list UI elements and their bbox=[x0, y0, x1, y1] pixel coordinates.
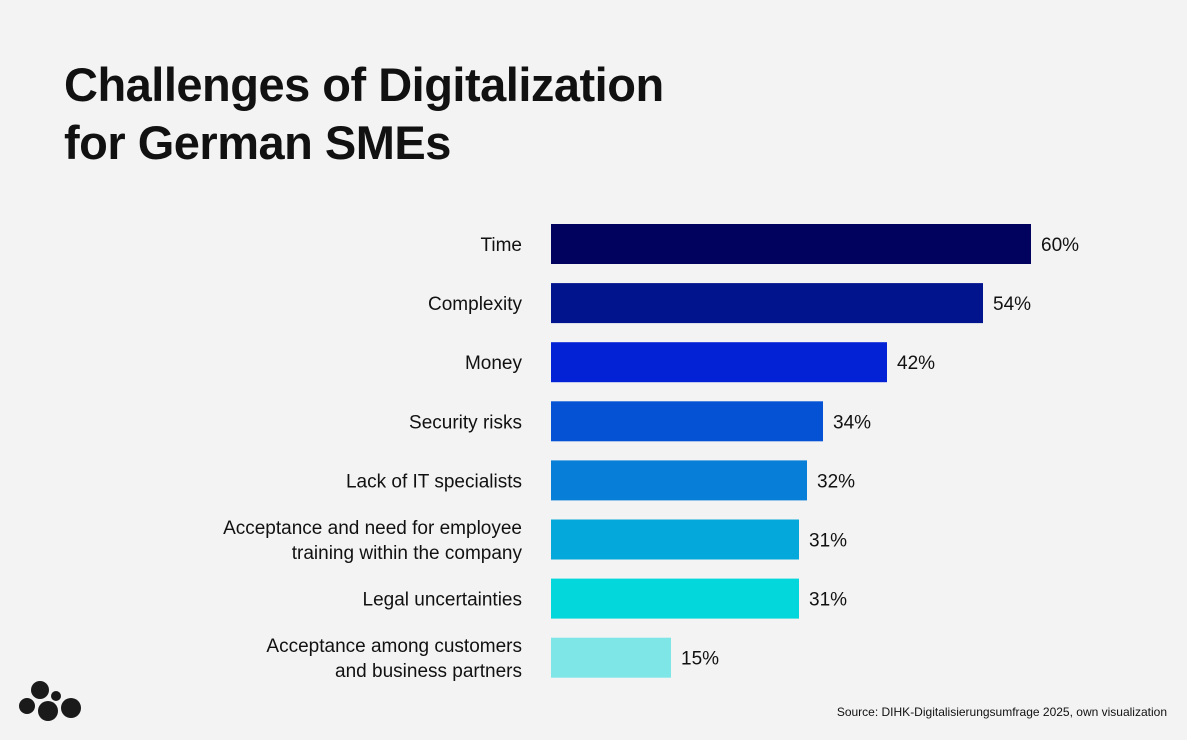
category-label-2: Money bbox=[465, 353, 523, 374]
bar-7 bbox=[551, 637, 671, 678]
value-label-4: 32% bbox=[817, 471, 855, 492]
chart-title: Challenges of Digitalization for German … bbox=[64, 56, 664, 172]
bar-3 bbox=[551, 401, 823, 442]
category-label-6: Legal uncertainties bbox=[363, 590, 523, 611]
value-label-3: 34% bbox=[833, 412, 871, 433]
chart-title-line-2: for German SMEs bbox=[64, 116, 451, 169]
bar-2 bbox=[551, 342, 887, 383]
category-label-4: Lack of IT specialists bbox=[346, 471, 522, 492]
bar-0 bbox=[551, 224, 1031, 264]
value-label-2: 42% bbox=[897, 353, 935, 374]
value-label-0: 60% bbox=[1041, 235, 1079, 256]
bar-1 bbox=[551, 283, 983, 324]
source-note: Source: DIHK-Digitalisierungsumfrage 202… bbox=[836, 705, 1167, 719]
value-label-1: 54% bbox=[993, 294, 1031, 315]
category-label-5-line-1: training within the company bbox=[292, 543, 523, 564]
value-label-7: 15% bbox=[681, 649, 719, 670]
value-label-5: 31% bbox=[809, 531, 847, 552]
category-label-3: Security risks bbox=[409, 412, 522, 433]
category-label-5-line-0: Acceptance and need for employee bbox=[223, 518, 522, 539]
bar-4 bbox=[551, 460, 807, 501]
chart-title-line-1: Challenges of Digitalization bbox=[64, 58, 664, 111]
value-label-6: 31% bbox=[809, 590, 847, 611]
bar-6 bbox=[551, 578, 799, 619]
category-label-0: Time bbox=[480, 235, 522, 256]
dots-logo-icon bbox=[19, 681, 81, 721]
category-label-7-line-0: Acceptance among customers bbox=[266, 636, 522, 657]
bar-5 bbox=[551, 519, 799, 560]
category-label-1: Complexity bbox=[428, 294, 522, 315]
category-label-7-line-1: and business partners bbox=[335, 661, 522, 682]
